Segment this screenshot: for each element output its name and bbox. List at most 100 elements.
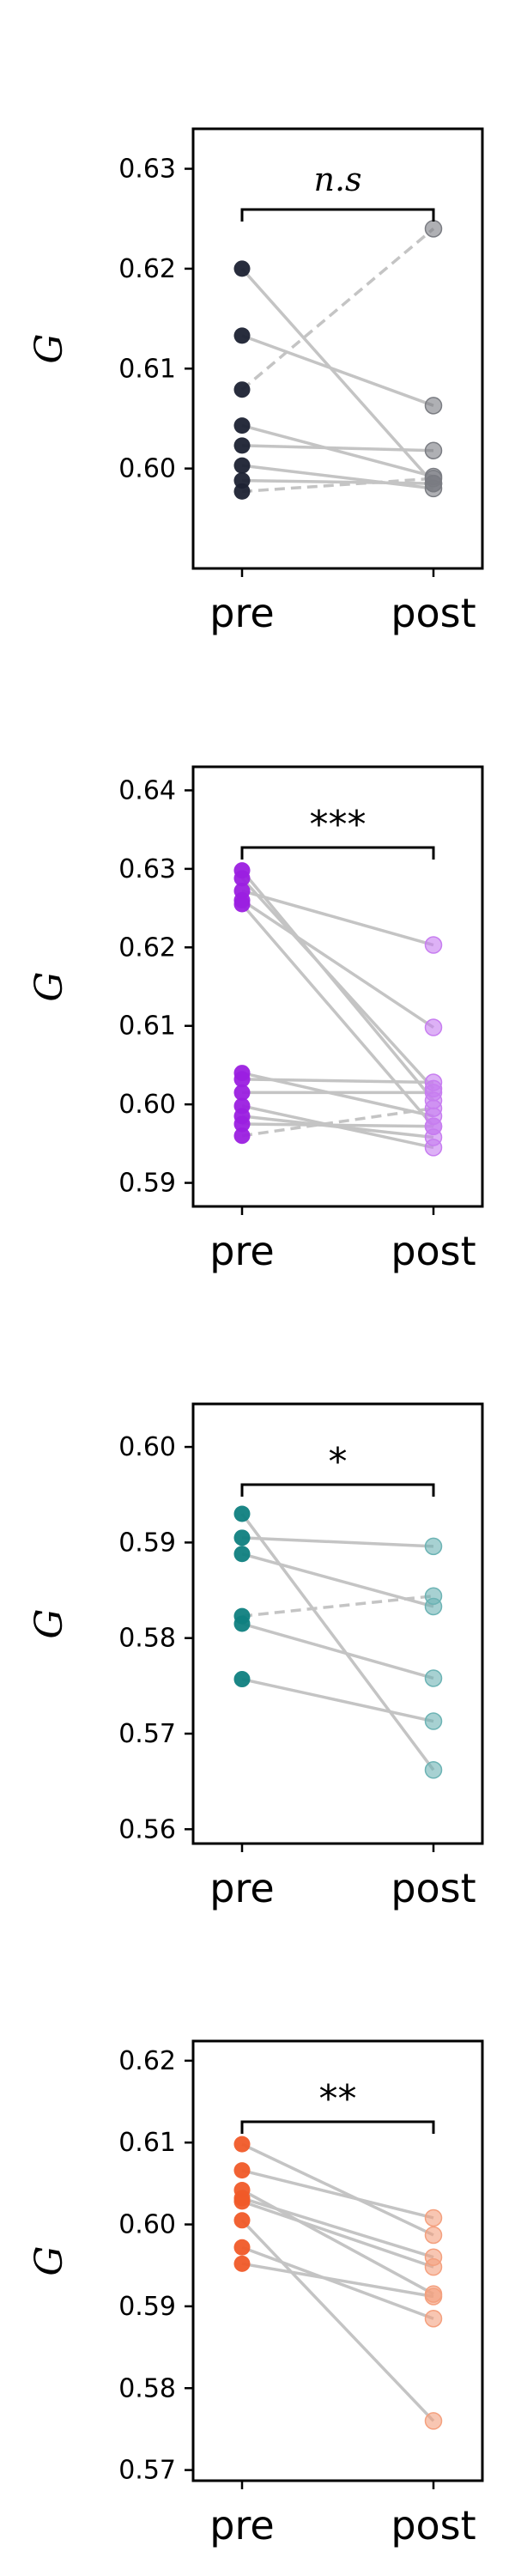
post-point <box>424 1018 443 1036</box>
x-tick-label-pre: pre <box>209 590 274 636</box>
y-tick-label: 0.62 <box>118 933 176 963</box>
significance-bracket <box>240 2120 435 2134</box>
y-tick-label: 0.60 <box>118 1432 176 1462</box>
pre-point <box>233 1529 251 1546</box>
post-point <box>424 2309 443 2328</box>
pair-line <box>240 2219 435 2422</box>
pre-point <box>233 2136 251 2153</box>
chart-panel-1: 0.60 0.61 0.62 0.63 pre post Gn.s <box>27 127 484 636</box>
pair-line <box>241 1552 434 1608</box>
x-tick-label-post: post <box>391 590 476 636</box>
pre-point <box>233 381 251 398</box>
pair-line <box>241 898 434 1030</box>
chart-panel-3: 0.56 0.57 0.58 0.59 0.60 pre post G * <box>27 1402 484 1911</box>
pre-point <box>233 1615 251 1632</box>
plot-frame <box>191 2039 484 2482</box>
y-tick-label: 0.59 <box>118 1528 176 1558</box>
significance-bracket <box>240 1483 435 1497</box>
pre-point <box>233 1127 251 1145</box>
post-point <box>424 2287 443 2306</box>
pre-point <box>233 1671 251 1688</box>
y-tick-label: 0.60 <box>118 2210 176 2240</box>
pre-point <box>233 417 251 434</box>
pair-line <box>241 1078 434 1084</box>
pair-line <box>241 889 434 947</box>
pre-point <box>233 327 251 344</box>
pair-line <box>241 464 434 490</box>
significance-bracket <box>240 208 435 222</box>
pair-line <box>241 444 434 453</box>
y-tick-label: 0.63 <box>118 155 176 185</box>
post-point <box>424 441 443 459</box>
post-point <box>424 1712 443 1730</box>
pair-line <box>240 267 435 485</box>
y-tick-label: 0.58 <box>118 1624 176 1654</box>
y-axis-label: G <box>27 2245 71 2275</box>
y-tick-label: 0.57 <box>118 2456 176 2486</box>
chart-panel-2: 0.59 0.60 0.61 0.62 0.63 0.64 pre post G *** <box>27 765 484 1274</box>
post-point <box>424 220 443 238</box>
pair-line <box>241 2196 434 2259</box>
y-tick-label: 0.58 <box>118 2373 176 2403</box>
y-tick-label: 0.62 <box>118 2046 176 2076</box>
pair-line <box>241 2142 434 2237</box>
y-tick-label: 0.61 <box>118 2128 176 2158</box>
plot-frame <box>191 1402 484 1845</box>
post-point <box>424 397 443 415</box>
x-tick-label-post: post <box>391 2502 476 2549</box>
y-tick-label: 0.56 <box>118 1814 176 1844</box>
pre-point <box>233 260 251 277</box>
pair-line <box>240 1512 435 1771</box>
pair-line <box>240 228 435 392</box>
pre-point <box>233 483 251 500</box>
pre-point <box>233 1505 251 1522</box>
post-point <box>424 1669 443 1687</box>
pair-line <box>241 1677 434 1723</box>
pair-line <box>241 2168 434 2220</box>
y-axis-label: G <box>27 333 71 363</box>
y-axis-label: G <box>27 971 71 1001</box>
post-point <box>424 470 443 488</box>
y-tick-label: 0.60 <box>118 454 176 484</box>
pre-point <box>233 1115 251 1133</box>
post-point <box>424 2257 443 2276</box>
x-tick-label-pre: pre <box>209 1865 274 1911</box>
post-point <box>424 2412 443 2430</box>
y-tick-label: 0.59 <box>118 2292 176 2322</box>
pair-line <box>241 1122 434 1128</box>
post-point <box>424 1117 443 1135</box>
y-tick-label: 0.61 <box>118 1012 176 1042</box>
significance-label: ** <box>319 2077 357 2121</box>
pair-line <box>240 902 435 1127</box>
post-point <box>424 1099 443 1117</box>
post-point <box>424 1587 443 1605</box>
y-axis-label: G <box>27 1608 71 1638</box>
pair-line <box>241 2245 434 2320</box>
post-point <box>424 2208 443 2227</box>
x-tick-label-post: post <box>391 1228 476 1274</box>
pre-point <box>233 2212 251 2229</box>
post-point <box>424 2226 443 2245</box>
plot-frame <box>191 765 484 1208</box>
pre-point <box>233 437 251 454</box>
post-point <box>424 1537 443 1556</box>
significance-label: *** <box>310 803 367 847</box>
x-tick-label-post: post <box>391 1865 476 1911</box>
y-tick-label: 0.64 <box>118 775 176 805</box>
pair-line <box>241 1622 434 1680</box>
y-tick-label: 0.59 <box>118 1169 176 1199</box>
plot-frame <box>191 127 484 570</box>
pair-line <box>241 2200 434 2269</box>
y-tick-label: 0.62 <box>118 254 176 284</box>
y-tick-label: 0.63 <box>118 854 176 884</box>
pre-point <box>233 1071 251 1088</box>
y-tick-label: 0.57 <box>118 1719 176 1749</box>
pre-point <box>233 870 251 887</box>
significance-bracket <box>240 846 435 860</box>
pre-point <box>233 1084 251 1101</box>
post-point <box>424 1761 443 1779</box>
pair-line <box>241 478 434 485</box>
pre-point <box>233 896 251 913</box>
post-point <box>424 936 443 954</box>
